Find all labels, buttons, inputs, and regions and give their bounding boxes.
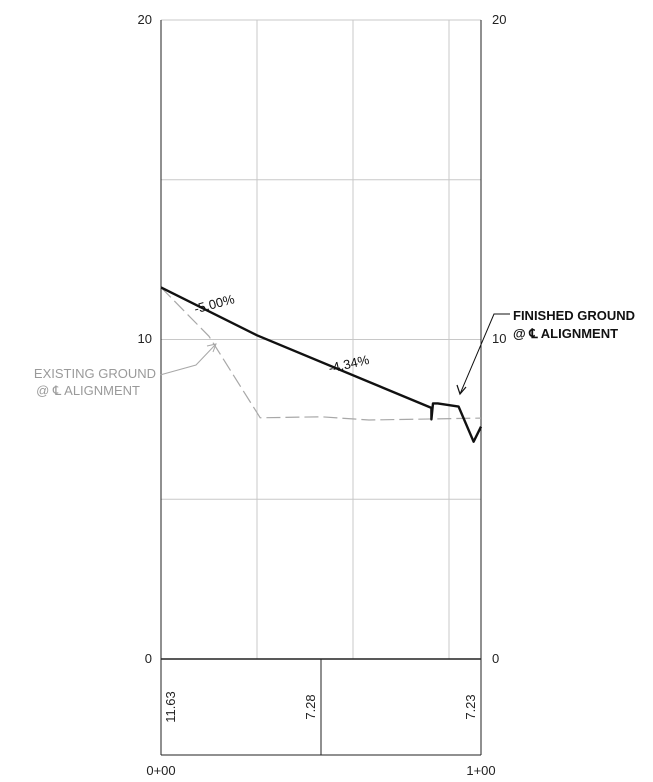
existing-ground-callout-line1: EXISTING GROUND — [34, 366, 156, 381]
elevation-table-group: 11.63 7.28 7.23 — [161, 658, 481, 756]
y-label-right-20: 20 — [492, 12, 506, 27]
existing-ground-leader — [159, 343, 217, 376]
finished-ground-line — [160, 286, 483, 443]
frame-group — [160, 20, 482, 755]
elevation-value: 7.23 — [463, 694, 478, 719]
existing-ground-leader-arrow — [206, 343, 217, 353]
finished-ground-callout-line2: @ ℄ ALIGNMENT — [513, 326, 618, 341]
elevation-value: 11.63 — [163, 691, 178, 723]
y-label-left-10: 10 — [138, 331, 152, 346]
elevation-value: 7.28 — [303, 694, 318, 719]
station-label-end: 1+00 — [466, 763, 495, 778]
finished-ground-callout-line1: FINISHED GROUND — [513, 308, 635, 323]
y-label-right-10: 10 — [492, 331, 506, 346]
finished-ground-group: -5.00% -4.34% — [160, 286, 510, 443]
y-label-right-0: 0 — [492, 651, 499, 666]
finished-ground-leader — [459, 313, 510, 395]
existing-ground-callout-line2: @ ℄ ALIGNMENT — [36, 383, 140, 398]
existing-ground-group — [159, 286, 482, 421]
grid-group — [161, 19, 481, 660]
station-label-start: 0+00 — [146, 763, 175, 778]
y-label-left-20: 20 — [138, 12, 152, 27]
grade-label: -4.34% — [327, 352, 371, 376]
finished-ground-leader-arrow — [456, 384, 467, 396]
grade-label: -5.00% — [192, 291, 236, 316]
existing-ground-line — [160, 286, 482, 421]
y-label-left-0: 0 — [145, 651, 152, 666]
